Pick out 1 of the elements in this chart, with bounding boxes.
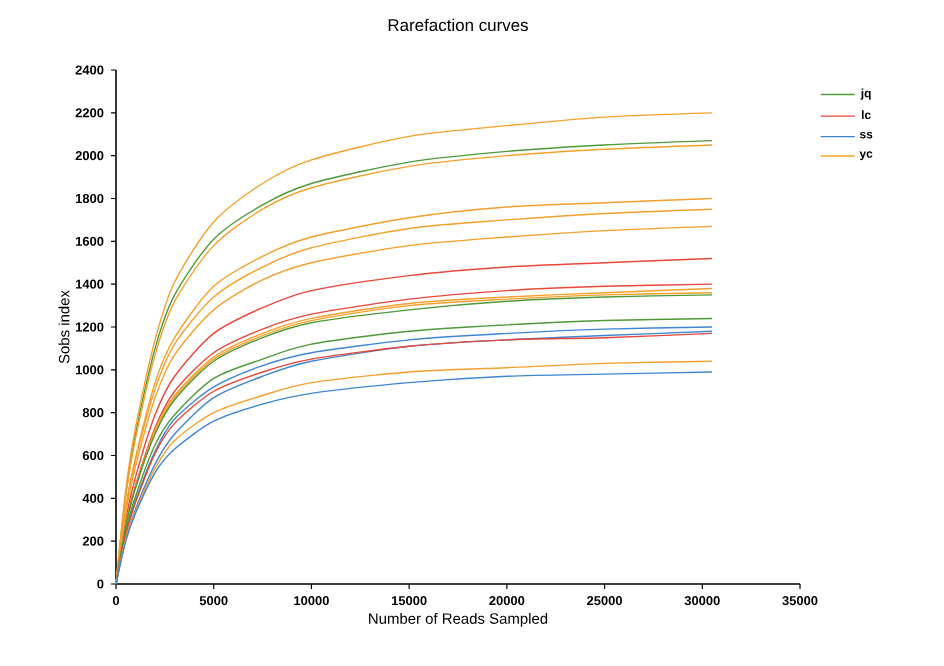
chart-title: Rarefaction curves — [388, 18, 528, 32]
